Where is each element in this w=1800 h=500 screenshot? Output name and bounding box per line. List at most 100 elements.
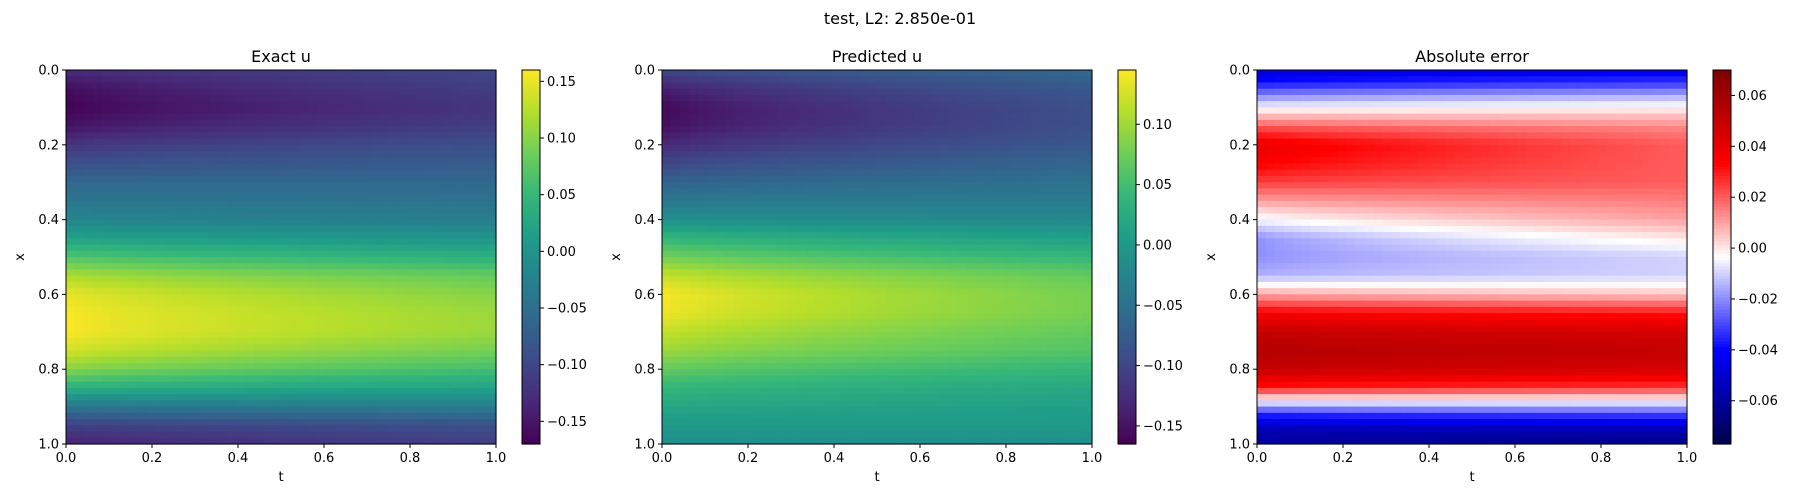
heatmap-cell xyxy=(424,169,434,177)
heatmap-cell xyxy=(334,400,345,408)
heatmap-cell xyxy=(101,175,112,183)
heatmap-cell xyxy=(74,338,85,345)
heatmap-cell xyxy=(263,362,273,370)
heatmap-cell xyxy=(814,288,824,295)
heatmap-cell xyxy=(137,194,148,202)
heatmap-cell xyxy=(679,126,690,133)
heatmap-cell xyxy=(742,244,753,252)
heatmap-cell xyxy=(948,132,959,140)
heatmap-cell xyxy=(478,138,488,146)
heatmap-cell xyxy=(173,157,184,165)
heatmap-cell xyxy=(841,306,851,314)
heatmap-cell xyxy=(930,188,941,196)
heatmap-cell xyxy=(679,213,690,221)
heatmap-cell xyxy=(679,250,690,258)
heatmap-cell xyxy=(469,269,479,277)
heatmap-cell xyxy=(370,132,381,140)
heatmap-cell xyxy=(298,406,309,414)
heatmap-cell xyxy=(415,362,425,370)
heatmap-cell xyxy=(209,387,219,395)
heatmap-cell xyxy=(850,207,860,214)
heatmap-cell xyxy=(155,288,166,295)
heatmap-cell xyxy=(724,144,735,152)
heatmap-cell xyxy=(334,138,345,146)
heatmap-cell xyxy=(316,163,327,171)
heatmap-cell xyxy=(433,207,443,214)
heatmap-cell xyxy=(841,94,851,102)
heatmap-cell xyxy=(805,257,815,264)
heatmap-cell xyxy=(289,169,300,177)
heatmap-cell xyxy=(289,207,300,214)
heatmap-cell xyxy=(1029,313,1039,320)
heatmap-cell xyxy=(424,132,434,140)
heatmap-cell xyxy=(101,257,112,264)
heatmap-cell xyxy=(245,281,255,289)
heatmap-cell xyxy=(218,394,228,401)
heatmap-cell xyxy=(975,82,986,90)
heatmap-cell xyxy=(245,76,255,84)
heatmap-cell xyxy=(814,138,824,146)
heatmap-cell xyxy=(236,437,246,445)
heatmap-cell xyxy=(697,182,708,190)
heatmap-cell xyxy=(173,144,184,152)
heatmap-cell xyxy=(218,76,228,84)
heatmap-cell xyxy=(415,219,425,227)
heatmap-cell xyxy=(182,119,193,127)
heatmap-cell xyxy=(1065,232,1075,239)
heatmap-cell xyxy=(388,200,399,208)
heatmap-cell xyxy=(173,350,184,358)
heatmap-cell xyxy=(1056,138,1066,146)
heatmap-cell xyxy=(101,425,112,433)
heatmap-cell xyxy=(334,288,345,295)
heatmap-cell xyxy=(236,350,246,358)
heatmap-cell xyxy=(83,369,94,377)
heatmap-cell xyxy=(343,225,354,233)
heatmap-cell xyxy=(823,300,833,308)
heatmap-cell xyxy=(769,269,780,277)
heatmap-cell xyxy=(218,369,228,377)
heatmap-cell xyxy=(877,94,887,102)
heatmap-cell xyxy=(679,306,690,314)
heatmap-cell xyxy=(92,300,103,308)
heatmap-cell xyxy=(975,194,986,202)
heatmap-cell xyxy=(1047,269,1057,277)
heatmap-cell xyxy=(921,300,932,308)
colorbar-segment xyxy=(522,113,540,118)
heatmap-cell xyxy=(451,101,461,108)
heatmap-cell xyxy=(442,362,452,370)
heatmap-cell xyxy=(975,244,986,252)
heatmap-cell xyxy=(424,182,434,190)
heatmap-cell xyxy=(155,144,166,152)
heatmap-cell xyxy=(662,119,672,127)
heatmap-cell xyxy=(679,107,690,115)
heatmap-cell xyxy=(688,281,699,289)
heatmap-cell xyxy=(173,387,184,395)
heatmap-cell xyxy=(298,225,309,233)
heatmap-cell xyxy=(200,76,210,84)
heatmap-cell xyxy=(307,238,318,246)
heatmap-cell xyxy=(1065,107,1075,115)
heatmap-cell xyxy=(119,70,130,77)
heatmap-cell xyxy=(227,219,237,227)
heatmap-cell xyxy=(751,294,762,302)
colorbar-segment xyxy=(522,219,540,224)
heatmap-cell xyxy=(460,157,470,165)
heatmap-cell xyxy=(1074,107,1084,115)
heatmap-cell xyxy=(733,119,744,127)
heatmap-cell xyxy=(191,88,201,96)
heatmap-cell xyxy=(415,425,425,433)
heatmap-cell xyxy=(101,381,112,389)
heatmap-cell xyxy=(469,76,479,84)
heatmap-cell xyxy=(1083,219,1093,227)
heatmap-cell xyxy=(388,188,399,196)
heatmap-cell xyxy=(805,175,815,183)
heatmap-cell xyxy=(92,107,103,115)
heatmap-cell xyxy=(83,313,94,320)
heatmap-cell xyxy=(83,244,94,252)
heatmap-cell xyxy=(912,88,923,96)
heatmap-cell xyxy=(281,275,291,283)
heatmap-cell xyxy=(415,313,425,320)
heatmap-cell xyxy=(361,238,372,246)
heatmap-cell xyxy=(92,431,103,439)
heatmap-cell xyxy=(1065,132,1075,140)
